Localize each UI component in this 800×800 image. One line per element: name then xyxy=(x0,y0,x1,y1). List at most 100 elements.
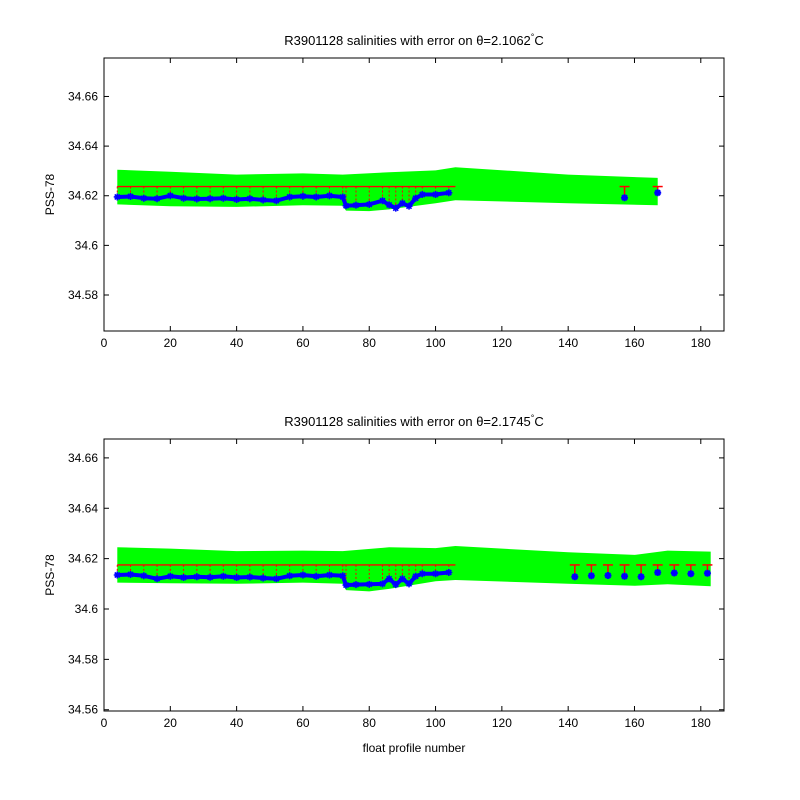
salinity-point xyxy=(352,581,360,589)
x-tick-label: 40 xyxy=(230,336,244,350)
salinity-point xyxy=(153,575,161,583)
chart-title-text: R3901128 salinities with error on θ=2.10… xyxy=(284,33,531,48)
salinity-point xyxy=(180,574,188,582)
y-tick-label: 34.66 xyxy=(68,451,98,465)
salinity-point xyxy=(127,192,135,200)
salinity-point xyxy=(286,193,294,201)
x-tick-label: 160 xyxy=(624,716,644,730)
chart-title-unit: C xyxy=(534,33,543,48)
salinity-point xyxy=(432,191,440,198)
x-tick-label: 60 xyxy=(296,716,310,730)
error-point-2 xyxy=(586,564,597,580)
x-tick-label: 140 xyxy=(558,336,578,350)
salinity-point xyxy=(219,572,227,580)
salinity-marker xyxy=(571,573,579,581)
salinity-point xyxy=(113,571,121,579)
axes-frame xyxy=(103,57,725,332)
salinity-marker xyxy=(687,570,695,578)
error-point-5 xyxy=(636,564,647,581)
salinity-point xyxy=(418,570,426,578)
salinity-point xyxy=(339,572,347,580)
salinity-point xyxy=(166,192,174,200)
x-tick-label: 0 xyxy=(101,336,108,350)
salinity-marker xyxy=(587,572,595,580)
y-tick-label: 34.64 xyxy=(68,501,98,515)
salinity-point xyxy=(325,571,333,579)
x-tick-label: 100 xyxy=(426,336,446,350)
salinity-point xyxy=(392,581,400,589)
y-axis-label: PSS-78 xyxy=(43,554,57,596)
x-tick-label: 60 xyxy=(296,336,310,350)
y-tick-label: 34.58 xyxy=(68,652,98,666)
error-point-7 xyxy=(669,564,680,577)
salinity-point xyxy=(272,575,280,583)
salinity-point xyxy=(259,196,267,204)
x-tick-label: 180 xyxy=(691,336,711,350)
error-point-8 xyxy=(685,564,696,578)
salinity-point xyxy=(379,580,387,588)
salinity-point xyxy=(432,570,440,578)
salinity-marker xyxy=(654,568,662,576)
y-tick-label: 34.64 xyxy=(68,139,98,153)
y-tick-label: 34.58 xyxy=(68,288,98,302)
salinity-point xyxy=(379,197,387,205)
y-tick-label: 34.66 xyxy=(68,89,98,103)
x-tick-label: 80 xyxy=(363,716,377,730)
salinity-point xyxy=(219,194,227,202)
x-tick-label: 0 xyxy=(101,716,108,730)
salinity-point xyxy=(286,572,294,580)
salinity-point xyxy=(113,193,121,201)
x-tick-label: 20 xyxy=(164,336,178,350)
y-tick-label: 34.62 xyxy=(68,552,98,566)
y-tick-label: 34.6 xyxy=(75,238,99,252)
salinity-point xyxy=(246,573,254,581)
salinity-point xyxy=(299,192,307,200)
salinity-point xyxy=(445,568,453,576)
salinity-point xyxy=(259,574,267,582)
salinity-point xyxy=(398,199,406,207)
x-tick-label: 180 xyxy=(691,716,711,730)
salinity-point xyxy=(412,572,420,580)
salinity-point xyxy=(312,193,320,201)
salinity-point xyxy=(299,571,307,579)
salinity-point xyxy=(153,195,161,203)
salinity-point xyxy=(398,575,406,583)
x-tick-label: 120 xyxy=(492,716,512,730)
chart-title: R3901128 salinities with error on θ=2.10… xyxy=(284,32,544,48)
salinity-point xyxy=(246,195,254,203)
salinity-marker xyxy=(654,189,662,197)
chart-title-degree: ° xyxy=(531,413,535,423)
chart-title: R3901128 salinities with error on θ=2.17… xyxy=(284,413,544,429)
axes-frame xyxy=(103,438,725,712)
chart-title-unit: C xyxy=(534,414,543,429)
salinity-point xyxy=(342,581,350,589)
x-tick-label: 40 xyxy=(230,716,244,730)
salinity-point xyxy=(127,570,135,578)
x-tick-label: 160 xyxy=(624,336,644,350)
x-axis-label: float profile number xyxy=(363,741,466,755)
subplot-2: 0 20 40 60 80 100 120 140 160 180 34.56 34.58 34.6 34… xyxy=(43,413,725,755)
salinity-point xyxy=(412,194,420,202)
x-tick-label: 120 xyxy=(492,336,512,350)
salinity-marker xyxy=(621,194,629,202)
salinity-point xyxy=(405,580,413,588)
error-point-1 xyxy=(619,185,630,202)
error-point-6 xyxy=(652,564,663,576)
salinity-point xyxy=(180,194,188,202)
salinity-marker xyxy=(637,573,645,581)
salinity-point xyxy=(206,195,214,203)
salinity-marker xyxy=(670,569,678,577)
salinity-marker xyxy=(621,572,629,580)
salinity-point xyxy=(352,201,360,209)
salinity-point xyxy=(385,201,393,209)
salinity-point xyxy=(193,195,201,203)
salinity-marker xyxy=(604,572,612,580)
error-envelope xyxy=(117,546,711,592)
chart-title-text: R3901128 salinities with error on θ=2.17… xyxy=(284,414,531,429)
salinity-point xyxy=(392,204,400,212)
chart-title-degree: ° xyxy=(531,32,535,42)
salinity-point xyxy=(233,195,241,203)
y-tick-label: 34.6 xyxy=(75,602,99,616)
salinity-point xyxy=(405,202,413,210)
